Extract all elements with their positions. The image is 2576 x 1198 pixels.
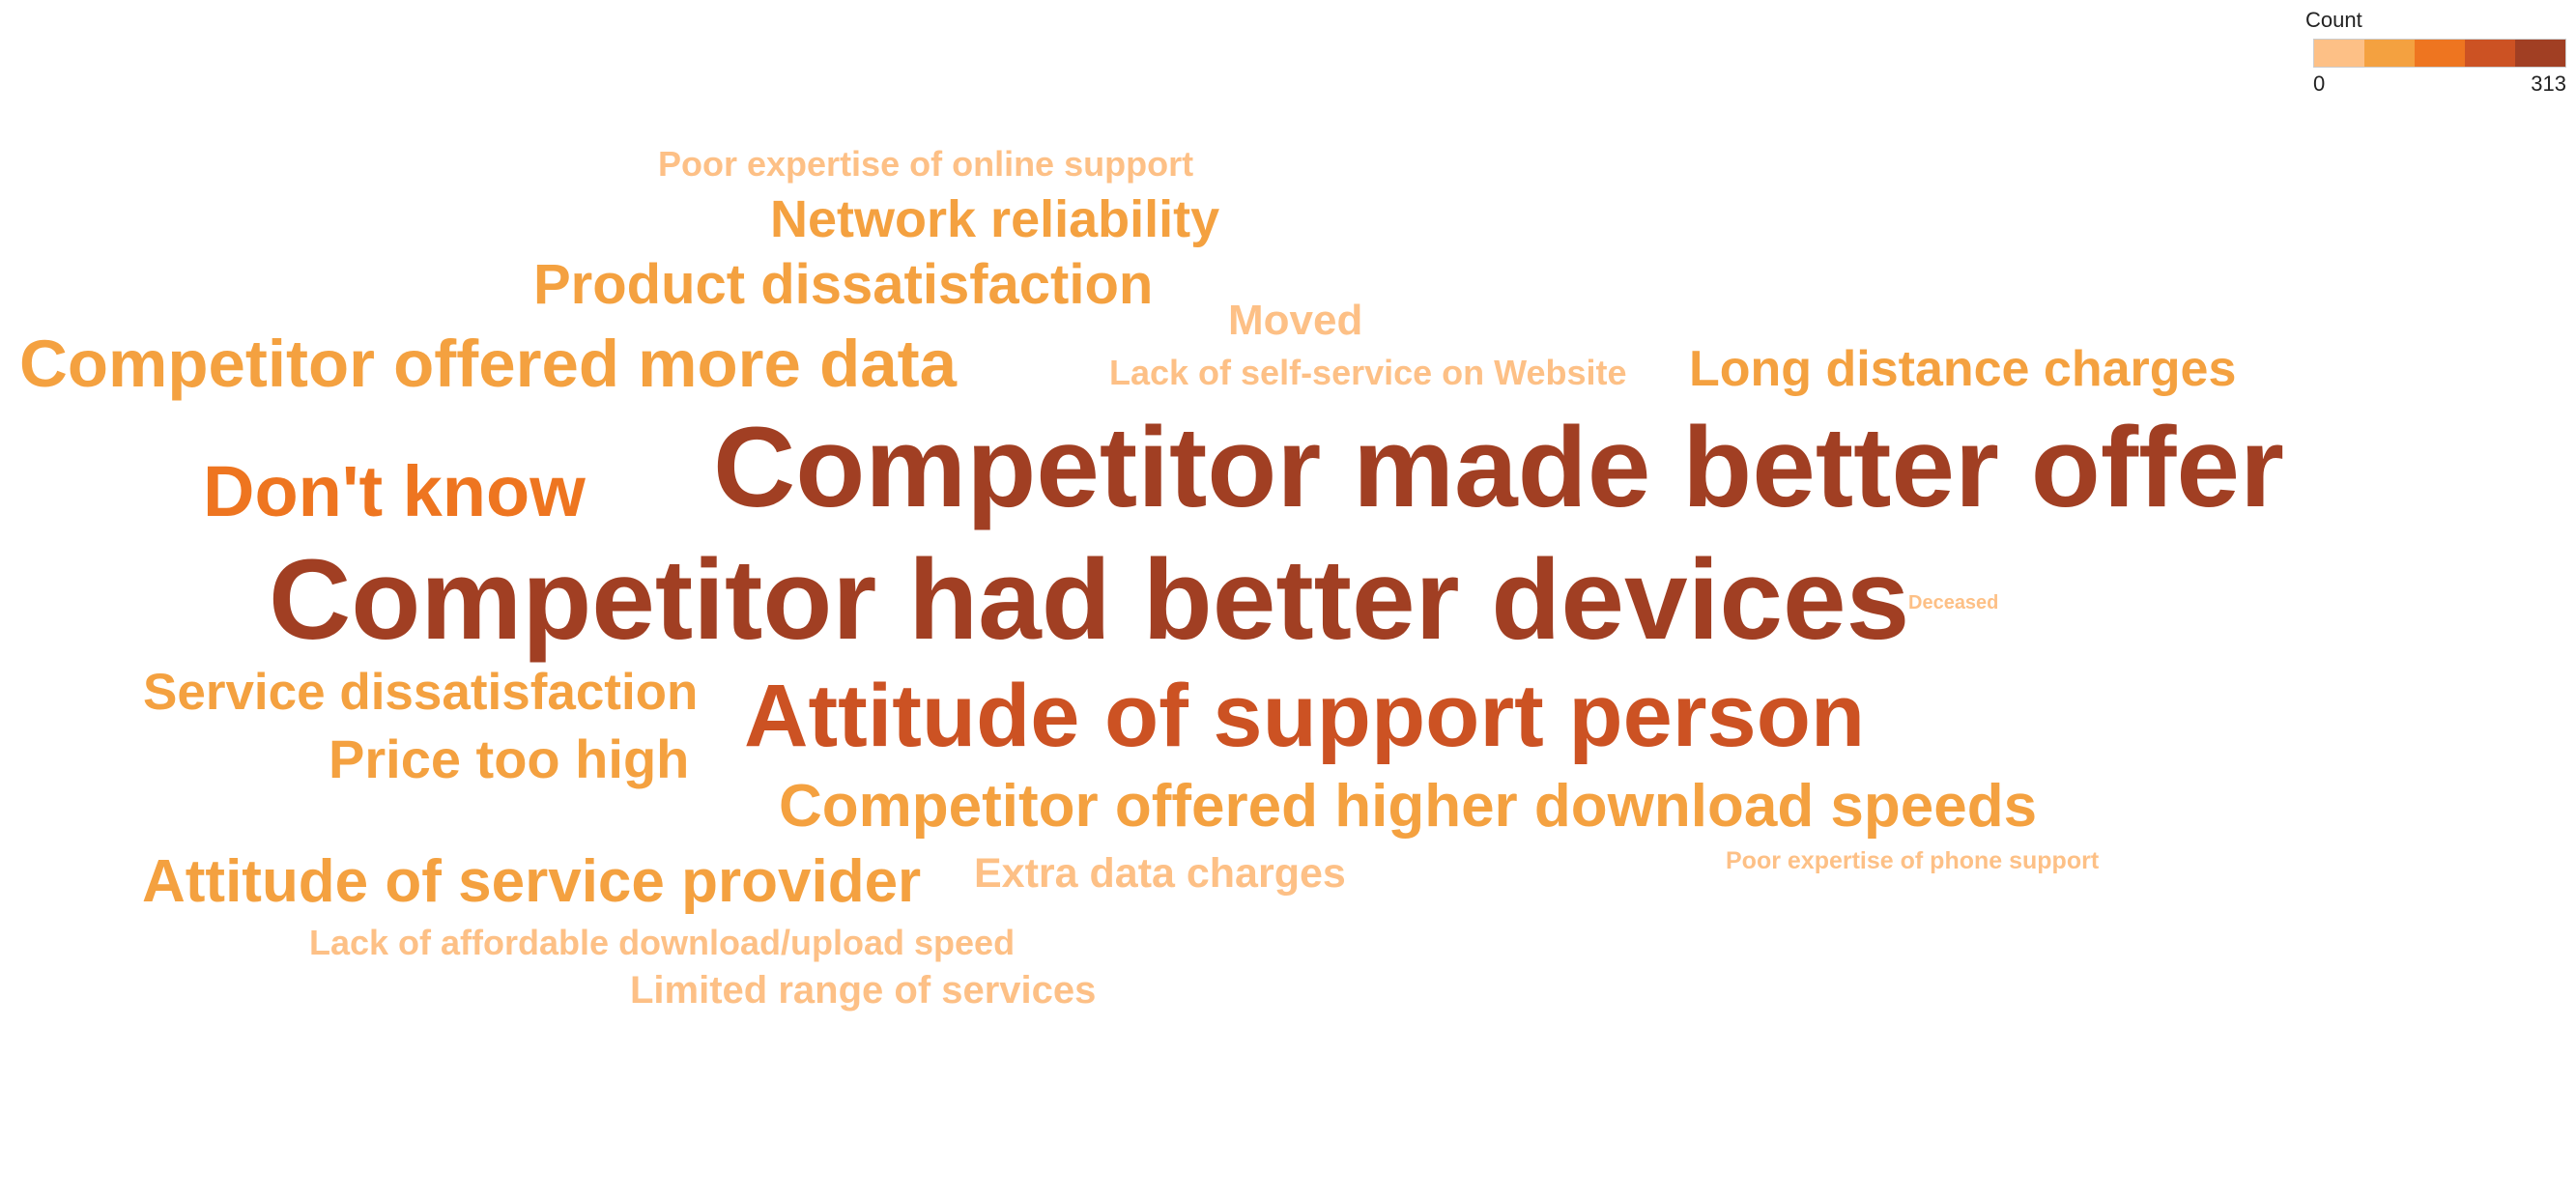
word-lack-of-self-service-on-website: Lack of self-service on Website: [1109, 353, 1627, 392]
legend-min-label: 0: [2313, 71, 2326, 96]
word-attitude-of-service-provider: Attitude of service provider: [142, 848, 922, 915]
word-price-too-high: Price too high: [329, 728, 690, 789]
word-product-dissatisfaction: Product dissatisfaction: [533, 253, 1154, 316]
word-limited-range-of-services: Limited range of services: [630, 969, 1097, 1012]
word-don-t-know: Don't know: [203, 451, 586, 531]
legend-swatch: [2364, 40, 2415, 67]
word-attitude-of-support-person: Attitude of support person: [744, 667, 1866, 765]
word-moved: Moved: [1228, 297, 1363, 344]
legend-title: Count: [2305, 8, 2362, 32]
word-lack-of-affordable-download-upload-speed: Lack of affordable download/upload speed: [309, 923, 1016, 962]
legend-swatch: [2415, 40, 2465, 67]
color-legend: Count 0 313: [2305, 6, 2566, 102]
legend-swatch: [2465, 40, 2515, 67]
legend-swatch: [2515, 40, 2565, 67]
word-extra-data-charges: Extra data charges: [974, 850, 1346, 897]
word-deceased: Deceased: [1908, 592, 1999, 613]
word-competitor-had-better-devices: Competitor had better devices: [269, 536, 1910, 664]
word-poor-expertise-of-phone-support: Poor expertise of phone support: [1726, 847, 2100, 874]
word-network-reliability: Network reliability: [770, 190, 1220, 248]
legend-color-bar: [2313, 39, 2566, 68]
word-competitor-made-better-offer: Competitor made better offer: [713, 404, 2284, 531]
word-competitor-offered-more-data: Competitor offered more data: [19, 327, 957, 401]
legend-max-label: 313: [2531, 71, 2566, 96]
word-poor-expertise-of-online-support: Poor expertise of online support: [658, 144, 1194, 184]
legend-swatch: [2314, 40, 2364, 67]
word-service-dissatisfaction: Service dissatisfaction: [143, 664, 699, 721]
word-competitor-offered-higher-download-speeds: Competitor offered higher download speed…: [779, 773, 2038, 840]
word-long-distance-charges: Long distance charges: [1689, 341, 2237, 397]
